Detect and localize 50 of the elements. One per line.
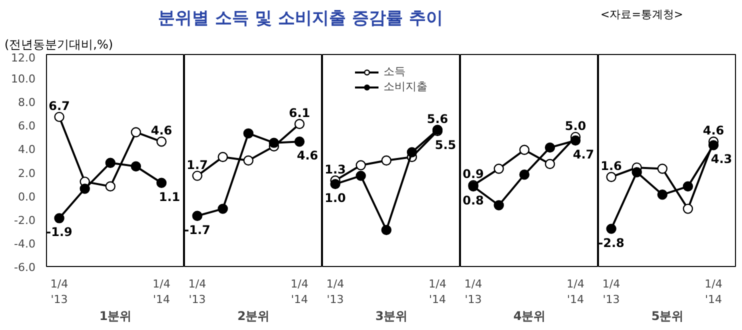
data-label: 5.5: [434, 138, 456, 152]
data-label: 6.1: [288, 106, 310, 120]
y-tick-label: 8.0: [18, 96, 36, 110]
x-tick-label: 1/4 '14: [428, 278, 446, 306]
y-tick-label: -4.0: [14, 237, 36, 250]
data-label: 5.0: [564, 118, 586, 133]
data-label: 1.6: [600, 158, 622, 173]
data-label: 1.1: [158, 190, 180, 204]
y-axis-title: (전년동분기대비,%): [4, 38, 114, 52]
x-tick-label: 1/4 '14: [152, 278, 170, 306]
x-tick-label: 1/4 '14: [704, 278, 722, 306]
x-axis-title: 3분위: [375, 309, 408, 324]
data-label: 0.9: [462, 167, 484, 182]
data-label: 4.6: [296, 148, 318, 163]
x-axis-title: 4분위: [513, 309, 546, 324]
data-label: 1.3: [324, 162, 346, 177]
data-label: 4.6: [150, 124, 172, 138]
data-label: 0.8: [462, 193, 484, 208]
data-label: 5.6: [426, 112, 448, 126]
x-tick-label: 1/4 '13: [326, 278, 344, 306]
data-label: 1.0: [324, 191, 346, 206]
x-tick-label: 1/4 '13: [602, 278, 620, 306]
data-label: -1.9: [46, 225, 72, 240]
y-tick-label: -6.0: [14, 261, 36, 274]
x-tick-label: 1/4 '14: [290, 278, 308, 306]
x-tick-label: 1/4 '13: [188, 278, 206, 306]
data-label: 1.7: [186, 158, 208, 172]
y-tick-label: 0.0: [18, 190, 36, 204]
data-label: -2.8: [598, 236, 624, 250]
x-axis-title: 1분위: [99, 309, 132, 324]
legend-label: 소득: [384, 64, 406, 79]
x-axis-title: 5분위: [651, 309, 684, 324]
text: <자료=통계청>: [600, 8, 684, 21]
data-label: -1.7: [184, 222, 210, 237]
data-label: 4.7: [572, 147, 594, 162]
y-tick-label: 12.0: [11, 52, 36, 64]
x-tick-label: 1/4 '13: [50, 278, 68, 306]
y-tick-label: -2.0: [14, 214, 36, 227]
y-tick-label: 2.0: [18, 166, 36, 180]
y-tick-label: 10.0: [11, 72, 36, 86]
legend-label: 소비지출: [384, 79, 428, 94]
x-tick-label: 1/4 '14: [566, 278, 584, 306]
data-label: 4.3: [710, 152, 732, 166]
x-axis-title: 2분위: [237, 309, 270, 324]
y-tick-label: 6.0: [18, 120, 36, 133]
chart-title: 분위별 소득 및 소비지출 증감률 추이: [158, 8, 443, 28]
data-label: 6.7: [48, 98, 70, 113]
data-label: 4.6: [702, 124, 724, 138]
x-tick-label: 1/4 '13: [464, 278, 482, 306]
y-tick-label: 4.0: [18, 143, 36, 156]
